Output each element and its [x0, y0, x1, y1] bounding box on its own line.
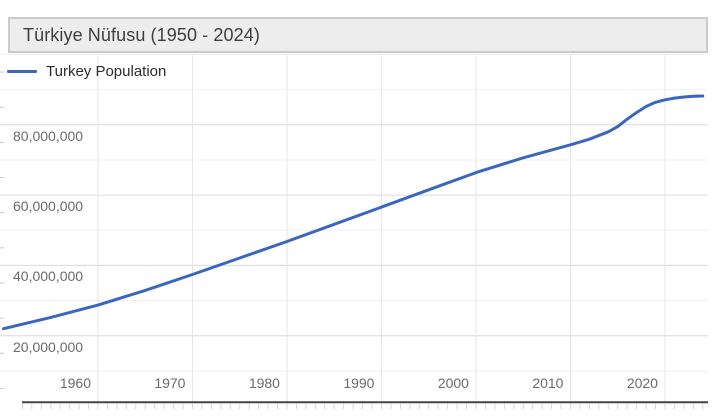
y-axis-label: 20,000,000 [13, 338, 84, 355]
x-axis-label: 2000 [437, 375, 469, 391]
y-axis-label: 80,000,000 [13, 127, 84, 144]
legend-item-turkey-population[interactable]: Turkey Population [7, 62, 167, 80]
legend-line-swatch-icon [7, 69, 37, 73]
chart-title: Türkiye Nüfusu (1950 - 2024) [23, 24, 260, 45]
series-line-turkey-population[interactable] [2, 94, 705, 331]
x-axis-label: 1970 [154, 375, 186, 391]
y-axis-label: 60,000,000 [13, 198, 84, 215]
x-axis-label: 1960 [59, 375, 91, 391]
legend-label: Turkey Population [46, 62, 167, 80]
x-axis-label: 2010 [532, 375, 564, 391]
y-axis-label: 40,000,000 [13, 268, 84, 285]
chart-title-bar: Türkiye Nüfusu (1950 - 2024) [8, 17, 708, 53]
x-axis-label: 1990 [343, 375, 375, 391]
x-axis-label: 2020 [626, 375, 658, 391]
x-axis-label: 1980 [248, 375, 280, 391]
